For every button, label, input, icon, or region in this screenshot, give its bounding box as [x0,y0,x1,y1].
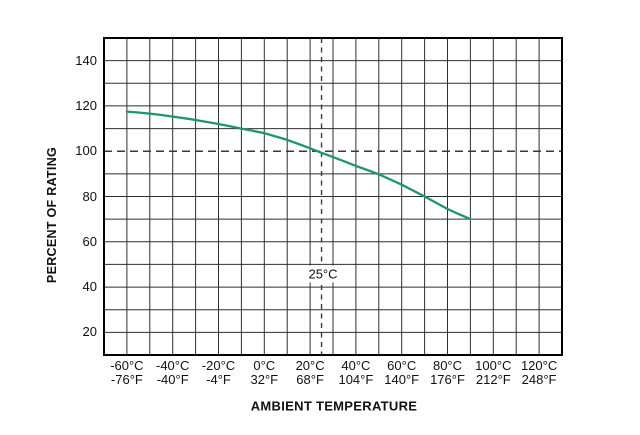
x-tick-fahrenheit: 68°F [296,371,324,387]
x-tick-fahrenheit: 212°F [475,371,511,387]
x-tick-celsius: 80°C [432,357,463,373]
x-tick-celsius: -20°C [201,357,236,373]
x-tick-celsius: -60°C [110,357,144,373]
x-tick-label: 100°C 212°F [463,357,523,387]
x-tick-label: -60°C -76°F [97,357,157,387]
x-tick-celsius: 40°C [341,357,371,373]
x-tick-fahrenheit: -4°F [206,371,231,387]
x-axis-title: AMBIENT TEMPERATURE [250,398,418,414]
y-axis-title: PERCENT OF RATING [45,146,59,284]
x-tick-celsius: 0°C [253,357,276,373]
y-tick-label: 140 [75,52,97,68]
y-tick-label: 40 [82,279,97,295]
x-tick-celsius: 20°C [295,357,325,373]
x-tick-celsius: 100°C [475,357,512,373]
x-tick-label: 60°C 140°F [372,357,432,387]
y-tick-label: 100 [75,143,97,159]
y-tick-label: 80 [82,188,97,204]
x-tick-fahrenheit: -40°F [156,371,189,387]
x-tick-celsius: 60°C [387,357,417,373]
y-tick-label: 60 [82,233,97,249]
derating-curve [125,110,472,221]
x-tick-fahrenheit: 104°F [338,371,374,387]
x-tick-label: -20°C -4°F [189,357,249,387]
x-tick-fahrenheit: 248°F [521,371,557,387]
x-tick-fahrenheit: -76°F [110,371,143,387]
x-tick-fahrenheit: 176°F [430,371,465,387]
plot-border [103,37,563,356]
reference-temperature-label: 25°C [304,265,342,283]
x-tick-fahrenheit: 32°F [250,371,279,387]
x-tick-fahrenheit: 140°F [384,371,420,387]
y-tick-label: 20 [82,324,97,340]
x-tick-celsius: 120°C [520,357,558,373]
x-tick-label: 0°C 32°F [234,357,294,387]
x-tick-label: -40°C -40°F [143,357,203,387]
x-tick-label: 80°C 176°F [418,357,478,387]
x-tick-label: 120°C 248°F [509,357,569,387]
x-tick-label: 20°C 68°F [280,357,340,387]
x-tick-celsius: -40°C [155,357,190,373]
x-tick-label: 40°C 104°F [326,357,386,387]
y-tick-label: 120 [75,97,97,113]
